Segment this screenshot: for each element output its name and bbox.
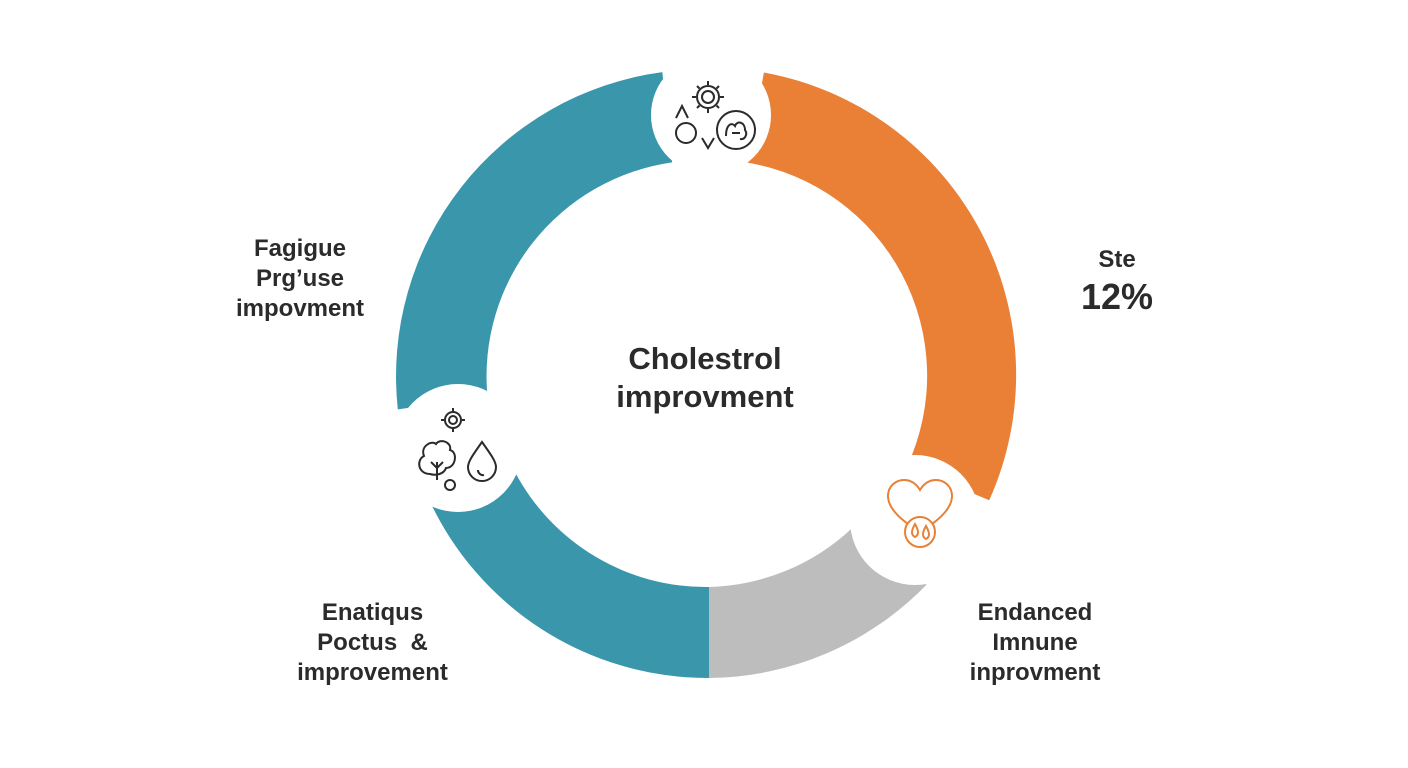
label-bottom-right-line-1: Endanced — [977, 599, 1093, 626]
label-bottom-right-line-2: Imnune — [992, 629, 1078, 656]
segment-orange — [747, 72, 1017, 501]
brain-icon — [716, 110, 756, 150]
segment-teal-upper — [396, 72, 673, 410]
label-bottom-left-line-2: Poctus & — [317, 629, 428, 656]
label-right-value: 12% — [1080, 276, 1154, 317]
tree-icon — [418, 440, 456, 491]
center-title-line-1: Cholestrol — [628, 341, 782, 376]
label-bottom-right-line-3: inprovment — [969, 659, 1101, 686]
label-top-left-line-1: Fagigue — [253, 235, 346, 262]
label-top-left: Fagigue Prg’use impovment — [225, 234, 375, 324]
label-right: Ste 12% — [1062, 245, 1172, 319]
heart-drops-icon — [886, 478, 954, 548]
label-bottom-left: Enatiqus Poctus & improvement — [280, 598, 465, 688]
segment-teal-lower — [428, 471, 709, 679]
center-title-line-2: improvment — [616, 379, 794, 414]
label-bottom-left-line-1: Enatiqus — [321, 599, 424, 626]
arrows-icon — [675, 103, 715, 150]
icon-disc-left — [394, 384, 522, 512]
label-bottom-left-line-3: improvement — [297, 659, 448, 686]
center-title: Cholestrol improvment — [560, 340, 850, 416]
label-top-left-line-3: impovment — [235, 295, 364, 322]
circle-icon — [675, 122, 697, 144]
gear-icon — [441, 408, 465, 432]
icon-disc-top — [651, 55, 771, 175]
gear-icon — [692, 81, 724, 113]
label-bottom-right: Endanced Imnune inprovment — [955, 598, 1115, 688]
water-drop-icon — [466, 440, 498, 482]
label-top-left-line-2: Prg’use — [255, 265, 345, 292]
label-right-line-1: Ste — [1098, 246, 1136, 273]
